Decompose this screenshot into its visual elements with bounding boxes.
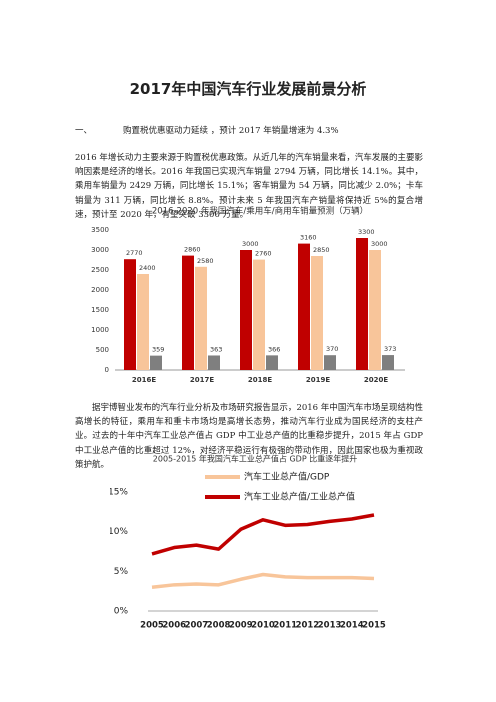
- x-tick-label: 2009: [229, 621, 253, 631]
- value-label: 2770: [126, 249, 143, 257]
- x-tick-label: 2013: [318, 621, 342, 631]
- bar: [311, 256, 323, 370]
- y-tick-label: 1000: [91, 326, 109, 334]
- value-label: 3300: [358, 228, 375, 236]
- x-tick-label: 2011: [273, 621, 297, 631]
- x-tick-label: 2015: [362, 621, 386, 631]
- bar: [124, 259, 136, 370]
- chart-title: 2016-2020 年我国汽车/乘用车/商用车销量预测（万辆）: [152, 206, 368, 217]
- value-label: 363: [210, 345, 222, 353]
- line: [151, 572, 375, 589]
- bar: [253, 259, 265, 370]
- x-tick-label: 2008: [207, 621, 231, 631]
- bar-chart: 2016-2020 年我国汽车/乘用车/商用车销量预测（万辆） 0 500 1000 1…: [91, 206, 405, 384]
- section-number: 一、: [75, 126, 93, 136]
- bar: [150, 355, 162, 370]
- value-label: 2580: [197, 257, 214, 265]
- bar: [195, 266, 207, 370]
- x-tick-label: 2016E: [132, 376, 156, 384]
- y-tick-label: 2000: [91, 286, 109, 294]
- page-title: 2017年中国汽车行业发展前景分析: [129, 80, 367, 98]
- x-tick-label: 2020E: [364, 376, 388, 384]
- y-tick-label: 0%: [114, 607, 129, 617]
- paragraph: 2016 年增长动力主要来源于购置税优惠政策。从近几年的汽车销量来看，汽车发展的…: [75, 153, 423, 220]
- bar: [240, 250, 252, 370]
- x-tick-label: 2007: [185, 621, 209, 631]
- y-tick-label: 2500: [91, 266, 109, 274]
- bar: [369, 250, 381, 370]
- value-label: 2400: [139, 264, 156, 272]
- x-tick-label: 2014: [340, 621, 364, 631]
- bar: [356, 238, 368, 370]
- y-tick-label: 15%: [110, 488, 128, 498]
- x-tick-label: 2005: [140, 621, 164, 631]
- value-label: 3160: [300, 234, 317, 242]
- value-label: 2760: [255, 250, 272, 258]
- paragraph: 据宇博智业发布的汽车行业分析及市场研究报告显示，2016 年中国汽车市场呈现结构…: [75, 403, 423, 470]
- x-tick-label: 2019E: [306, 376, 330, 384]
- bar: [182, 255, 194, 370]
- line-chart: 2005-2015 年我国汽车工业总产值占 GDP 比重逐年提升 0% 5% 10% 1…: [110, 454, 386, 631]
- y-tick-label: 10%: [110, 527, 128, 537]
- legend-label: 汽车工业总产值/工业总产值: [244, 491, 355, 503]
- value-label: 3000: [242, 240, 259, 248]
- x-tick-label: 2006: [162, 621, 186, 631]
- value-label: 366: [268, 345, 280, 353]
- bar: [208, 355, 220, 370]
- y-tick-label: 1500: [91, 306, 109, 314]
- value-label: 370: [326, 345, 338, 353]
- y-tick-label: 0: [105, 366, 109, 374]
- value-label: 373: [384, 345, 396, 353]
- y-tick-label: 5%: [114, 567, 129, 577]
- x-tick-label: 2018E: [248, 376, 272, 384]
- value-label: 359: [152, 346, 164, 354]
- value-label: 3000: [371, 240, 388, 248]
- bar: [137, 274, 149, 370]
- x-tick-label: 2017E: [190, 376, 214, 384]
- y-tick-label: 3500: [91, 226, 109, 234]
- section-text: 购置税优惠驱动力延续 ，预计 2017 年销量增速为 4.3%: [123, 126, 339, 136]
- chart-title: 2005-2015 年我国汽车工业总产值占 GDP 比重逐年提升: [153, 454, 357, 464]
- y-tick-label: 500: [96, 346, 109, 354]
- x-tick-label: 2010: [251, 621, 275, 631]
- x-tick-label: 2012: [296, 621, 320, 631]
- value-label: 2860: [184, 246, 201, 254]
- y-tick-label: 3000: [91, 246, 109, 254]
- bar: [266, 355, 278, 370]
- line: [151, 513, 375, 556]
- bar: [382, 355, 394, 370]
- legend-label: 汽车工业总产值/GDP: [244, 471, 330, 483]
- bar: [324, 355, 336, 370]
- section-heading: 一、 购置税优惠驱动力延续 ，预计 2017 年销量增速为 4.3%: [75, 124, 339, 136]
- bar: [298, 243, 310, 370]
- value-label: 2850: [313, 246, 330, 254]
